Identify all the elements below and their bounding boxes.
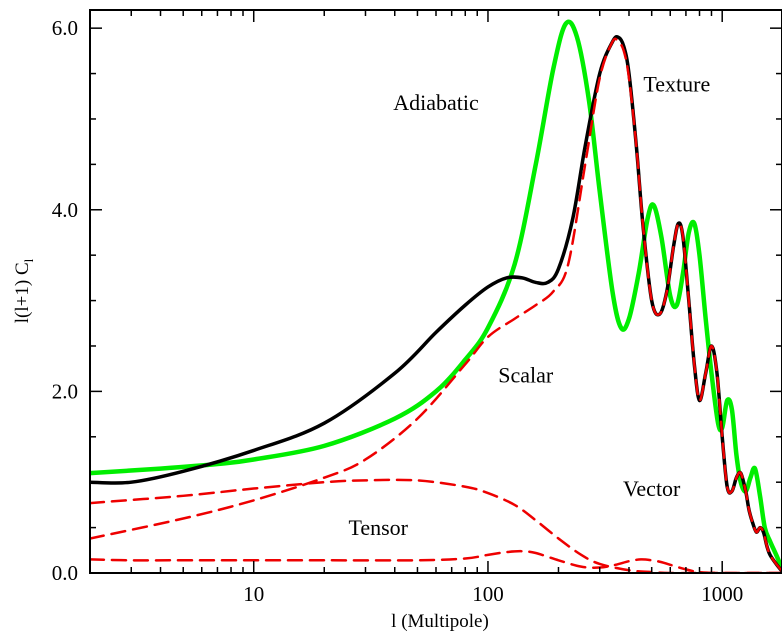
y-axis-label: l(l+1) Cl bbox=[12, 258, 36, 323]
series-line-scalar bbox=[90, 37, 782, 573]
x-tick-label: 1000 bbox=[701, 582, 743, 606]
y-tick-label: 4.0 bbox=[52, 198, 78, 222]
annotation-vector: Vector bbox=[623, 476, 681, 501]
x-tick-label: 10 bbox=[243, 582, 264, 606]
y-tick-label: 0.0 bbox=[52, 561, 78, 585]
series-line-adiabatic bbox=[90, 19, 782, 571]
y-axis-label-subscript: l bbox=[21, 258, 36, 262]
tick-labels-layer: 10 100 1000 0.0 2.0 4.0 6.0 bbox=[52, 16, 743, 606]
annotation-adiabatic: Adiabatic bbox=[393, 90, 479, 115]
annotation-texture: Texture bbox=[643, 72, 710, 97]
annotations-layer: Adiabatic Texture Scalar Vector Tensor bbox=[348, 72, 710, 540]
series-layer bbox=[90, 19, 782, 573]
x-tick-label: 100 bbox=[472, 582, 504, 606]
annotation-scalar: Scalar bbox=[498, 362, 554, 387]
ticks-layer bbox=[89, 10, 782, 574]
series-line-tensor bbox=[90, 549, 782, 573]
y-axis-label-main: l(l+1) C bbox=[12, 262, 33, 323]
annotation-tensor: Tensor bbox=[348, 515, 408, 540]
y-tick-label: 6.0 bbox=[52, 16, 78, 40]
x-axis-label: l (Multipole) bbox=[391, 611, 489, 632]
y-tick-label: 2.0 bbox=[52, 379, 78, 403]
